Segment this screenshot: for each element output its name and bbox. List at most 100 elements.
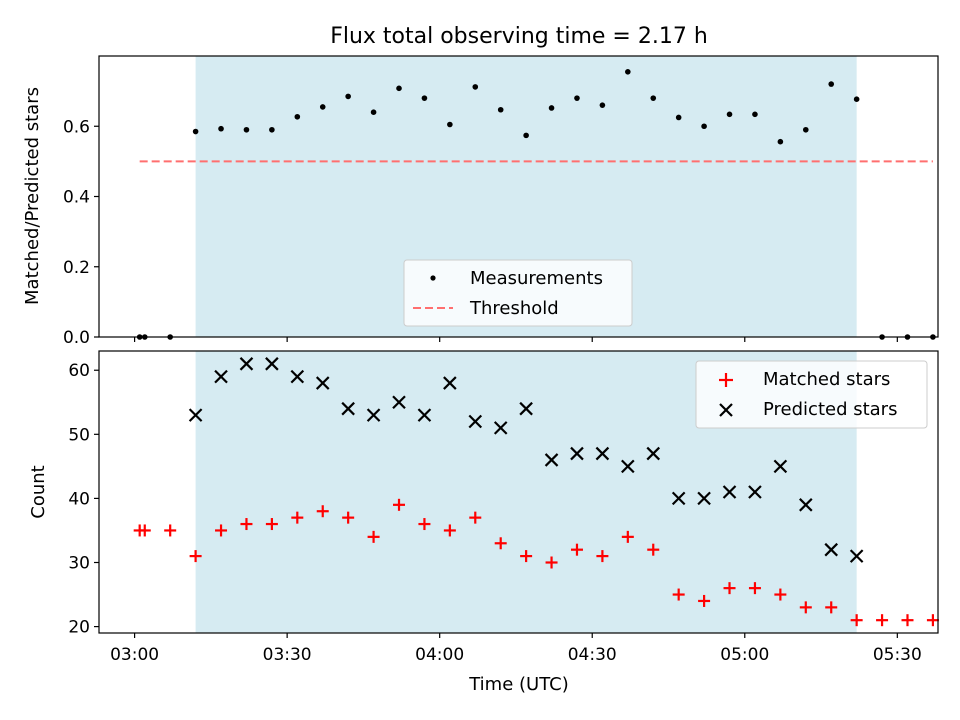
measurement-point [701, 123, 707, 130]
predicted-star-point [417, 408, 432, 422]
predicted-star-point [290, 369, 305, 384]
matched-star-point [189, 550, 202, 563]
measurement-point [294, 113, 301, 120]
y-tick-label: 0.2 [63, 258, 90, 278]
predicted-star-point [748, 485, 762, 499]
measurement-point [777, 138, 784, 145]
matched-star-point [240, 518, 253, 531]
y-tick-label: 20 [68, 618, 90, 638]
measurement-point [625, 69, 631, 75]
matched-star-point [520, 550, 533, 563]
matched-star-point [469, 511, 482, 524]
ratio-x-ticks [133, 337, 898, 342]
predicted-star-point [366, 408, 381, 422]
matched-star-point [926, 614, 939, 627]
matched-star-point [138, 524, 151, 537]
matched-star-point [723, 582, 736, 595]
measurement-point [828, 81, 835, 87]
predicted-star-point [544, 453, 559, 467]
matched-star-point [393, 498, 406, 511]
matched-star-point [494, 537, 507, 550]
matched-star-point [215, 524, 228, 537]
legend-marker-predicted [719, 403, 733, 417]
predicted-star-point [315, 376, 330, 390]
measurement-point [497, 106, 504, 113]
matched-star-point [316, 505, 329, 518]
matched-star-point [291, 511, 304, 524]
legend-box [403, 259, 633, 327]
measurement-point [269, 126, 275, 133]
predicted-star-point [824, 542, 838, 557]
predicted-star-point [773, 459, 788, 474]
y-axis-label-ratio: Matched/Predicted stars [22, 87, 43, 305]
y-tick-label: 50 [68, 425, 90, 445]
matched-star-point [698, 594, 711, 607]
matched-star-point [265, 518, 278, 531]
matched-star-point [672, 588, 685, 601]
measurement-point [752, 111, 758, 118]
y-tick-label: 0.6 [63, 117, 90, 137]
matched-star-point [342, 511, 355, 524]
measurement-point [853, 96, 860, 103]
predicted-star-point [621, 459, 635, 474]
measurement-point [319, 104, 326, 110]
measurement-point [675, 114, 682, 121]
count-panel: Count Time (UTC) 20 30 40 50 60 03:00 03:30 04… [28, 350, 939, 695]
measurement-point [447, 121, 453, 128]
ratio-legend: Measurements Threshold [403, 259, 633, 327]
count-marks [133, 357, 939, 627]
y-axis-label-count: Count [28, 465, 49, 518]
legend-label-matched: Matched stars [763, 369, 890, 390]
y-tick-label: 0.4 [63, 188, 90, 208]
count-legend: Matched stars Predicted stars [695, 360, 928, 429]
measurement-point [726, 111, 733, 118]
chart-title: Flux total observing time = 2.17 h [330, 24, 708, 49]
matched-star-point [443, 524, 456, 537]
predicted-star-point [849, 549, 864, 563]
measurement-point [192, 128, 199, 135]
predicted-star-point [239, 357, 254, 371]
predicted-star-point [341, 401, 355, 416]
matched-star-point [825, 601, 838, 614]
y-tick-label: 30 [68, 554, 90, 574]
predicted-star-point [443, 376, 457, 390]
x-tick-label: 05:30 [873, 645, 922, 665]
measurement-point [523, 132, 529, 139]
predicted-star-point [493, 421, 508, 435]
count-y-ticks: 20 30 40 50 60 [68, 361, 99, 638]
matched-star-point [418, 518, 431, 531]
ratio-marks [136, 69, 936, 340]
y-tick-label: 60 [68, 361, 90, 381]
measurement-point [396, 85, 402, 92]
measurement-point [650, 95, 657, 101]
matched-star-point [647, 543, 660, 556]
y-tick-label: 0.0 [63, 328, 90, 348]
predicted-star-point [570, 446, 584, 461]
ratio-plot-frame [98, 55, 939, 338]
measurement-point [548, 105, 555, 111]
predicted-star-point [265, 357, 279, 371]
matched-star-point [850, 614, 863, 627]
measurement-point [599, 102, 606, 108]
predicted-star-point [519, 401, 533, 416]
count-plot-frame [98, 350, 939, 634]
measurement-point [218, 125, 224, 132]
measurement-point [243, 126, 250, 133]
matched-star-point [799, 601, 812, 614]
matched-star-point [876, 614, 889, 627]
x-tick-label: 05:00 [720, 645, 769, 665]
count-x-ticks: 03:00 03:30 04:00 04:30 05:00 05:30 [110, 633, 922, 665]
predicted-star-point [722, 485, 737, 499]
predicted-star-point [468, 414, 483, 429]
measurement-point [802, 126, 809, 133]
predicted-star-point [188, 408, 203, 422]
matched-star-point [164, 524, 177, 537]
legend-label-predicted: Predicted stars [763, 399, 897, 420]
legend-box [695, 360, 928, 429]
x-tick-label: 03:00 [110, 645, 159, 665]
x-tick-label: 03:30 [263, 645, 312, 665]
legend-label-measurements: Measurements [470, 268, 603, 289]
measurement-point [370, 109, 377, 115]
matched-star-point [570, 543, 583, 556]
x-tick-label: 04:00 [415, 645, 464, 665]
